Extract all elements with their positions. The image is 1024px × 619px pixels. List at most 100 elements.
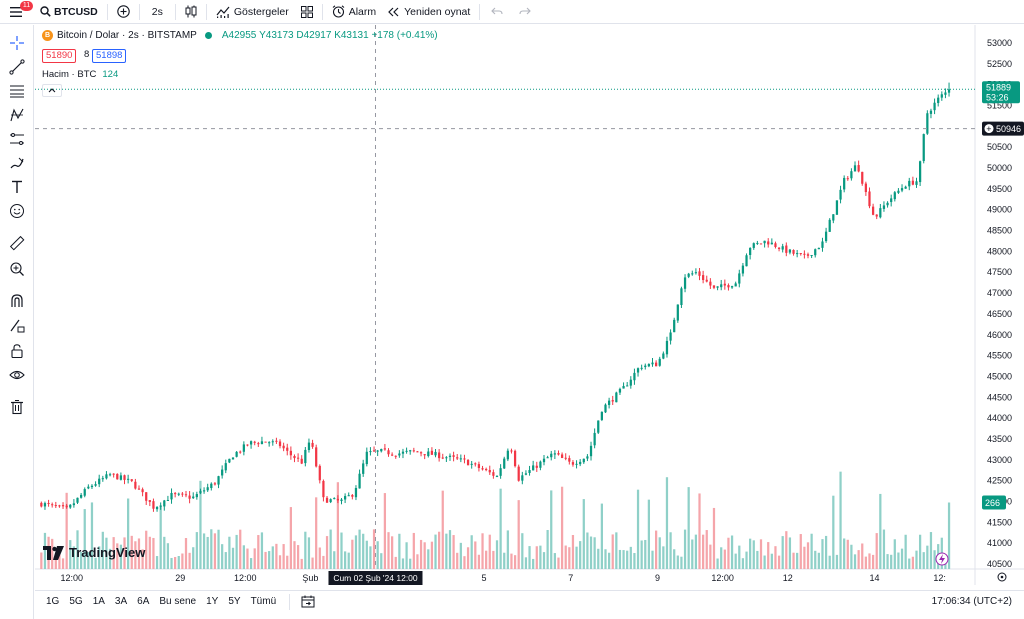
range-button[interactable]: 1A [92,596,105,607]
price-tick-label: 43500 [987,434,1012,444]
range-button[interactable]: 3A [114,596,128,607]
undo-button[interactable] [483,1,511,23]
range-button[interactable]: Tümü [250,596,277,607]
trash-icon [11,400,23,415]
symbol-search-button[interactable]: BTCUSD [34,1,104,23]
candle-body [839,189,842,200]
main-menu-button[interactable]: 11 [0,0,34,23]
text-tool[interactable] [7,177,27,197]
toolbar-divider [138,3,140,20]
volume-bar [597,548,600,569]
volume-label[interactable]: Hacim · BTC [42,69,97,80]
volume-bar [654,530,658,569]
stay-in-drawing-tool[interactable] [7,315,27,335]
legend-title[interactable]: Bitcoin / Dolar · 2s · BITSTAMP [57,30,197,41]
candle-body [369,451,372,453]
range-button[interactable]: 5Y [228,596,241,607]
candle-body [861,171,864,184]
volume-bar [629,546,632,569]
collapse-legend-button[interactable] [42,84,62,97]
volume-bar [271,546,274,569]
volume-bar [445,533,448,569]
redo-button[interactable] [511,1,539,23]
pattern-tool[interactable] [7,105,27,125]
chart-pane[interactable]: 5300052500520005150051000505005000049500… [35,25,1024,585]
range-button[interactable]: 1G [46,596,60,607]
candle-body [488,469,491,473]
volume-bar [579,541,582,569]
emoji-tool[interactable] [7,201,27,221]
candle-body [853,165,857,172]
candle-body [456,457,459,459]
volume-bar [658,537,661,569]
zoom-tool[interactable] [7,259,27,279]
range-button[interactable]: 1Y [206,596,219,607]
candle-body [607,400,611,405]
brush-tool[interactable] [7,153,27,173]
volume-bar [174,556,177,569]
timezone-clock[interactable]: 17:06:34 (UTC+2) [931,596,1012,607]
chart-type-button[interactable] [179,1,203,23]
candle-body [181,493,184,495]
price-chart[interactable]: 5300052500520005150051000505005000049500… [35,25,1024,585]
sell-price-button[interactable]: 51890 [42,49,77,63]
candle-body [749,248,752,255]
candle-body [380,448,383,452]
volume-bar [777,555,781,569]
interval-button[interactable]: 2s [151,5,163,18]
volume-bar [763,555,766,569]
price-axis[interactable] [975,25,1024,585]
volume-bar [824,535,828,569]
candle-body [763,240,766,244]
fib-tool[interactable] [7,81,27,101]
compare-symbol-button[interactable] [111,1,136,23]
crosshair-time-tag [328,571,423,585]
go-to-date-button[interactable] [301,595,315,608]
volume-bar [694,534,698,569]
add-alert-icon[interactable] [984,124,994,134]
candle-body [781,246,784,250]
range-button[interactable]: Bu sene [159,596,197,607]
candle-body [242,444,245,452]
volume-bar [195,532,198,569]
range-button[interactable]: 5G [69,596,83,607]
toolbar-divider [289,593,291,610]
candle-body [416,451,419,453]
volume-bar [716,558,719,569]
volume-bar [550,490,553,569]
volume-bar [868,553,871,569]
alert-button[interactable]: Alarm [326,1,382,23]
measure-tool[interactable] [7,233,27,253]
tradingview-logo[interactable]: TradingView [43,545,145,560]
replay-button[interactable]: Yeniden oynat [382,1,476,23]
price-tick-label: 53000 [987,38,1012,48]
trend-line-tool[interactable] [7,57,27,77]
volume-bar [810,533,813,569]
candle-body [571,462,575,465]
volume-bar [376,541,379,569]
candle-body [296,457,300,459]
candle-body [170,492,173,500]
volume-bar [242,545,245,569]
candle-body [391,454,394,456]
price-tick-label: 43000 [987,455,1012,465]
volume-bar [485,550,488,569]
indicators-button[interactable]: Göstergeler [210,1,295,23]
prediction-tool[interactable] [7,129,27,149]
text-icon [12,180,22,193]
hide-drawings-tool[interactable] [7,365,27,385]
layouts-button[interactable] [295,1,319,23]
volume-bar [727,537,730,569]
lock-drawings-tool[interactable] [7,341,27,361]
candle-body [145,492,148,501]
buy-price-button[interactable]: 51898 [92,49,127,63]
range-button[interactable]: 6A [137,596,150,607]
volume-bar [738,545,741,569]
gear-icon[interactable] [997,572,1007,582]
remove-drawings-tool[interactable] [7,397,27,417]
volume-bar [604,549,607,569]
candle-body [542,458,546,463]
crosshair-tool[interactable] [7,33,27,53]
volume-bar [333,551,336,569]
magnet-tool[interactable] [7,291,27,311]
